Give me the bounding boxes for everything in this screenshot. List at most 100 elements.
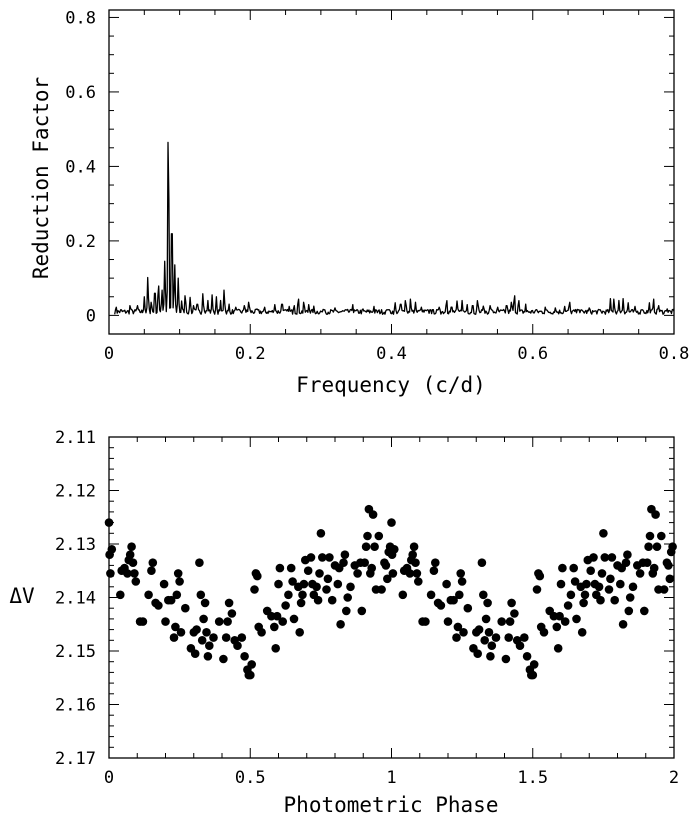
data-point (596, 595, 605, 605)
data-point (497, 617, 507, 626)
data-point (604, 585, 614, 594)
data-point (381, 561, 391, 570)
data-point (507, 598, 516, 608)
data-point (529, 660, 539, 669)
y-tick-label: 0.8 (65, 8, 96, 28)
data-point (130, 569, 139, 578)
y-tick-label: 2.13 (55, 535, 96, 555)
data-point (288, 577, 297, 586)
data-point (199, 614, 208, 624)
x-tick-label: 0.6 (517, 344, 548, 364)
x-tick-label: 1 (386, 768, 396, 788)
data-point (388, 569, 398, 578)
data-point (312, 582, 321, 592)
periodogram-curve (114, 141, 675, 315)
data-point (227, 609, 237, 618)
data-point (594, 582, 604, 592)
y-tick-label: 2.16 (55, 696, 96, 716)
data-point (346, 582, 355, 592)
phase-plot-x-tick-labels: 0 0.5 1 1.5 2 (104, 768, 679, 788)
data-point (221, 633, 231, 642)
data-point (570, 577, 580, 586)
data-point (555, 611, 564, 621)
data-point (214, 617, 224, 626)
data-point (628, 582, 638, 592)
data-point (589, 553, 598, 562)
data-point (353, 569, 362, 578)
phase-plot-panel: 0 0.5 1 1.5 2 2.11 2.12 2.13 2.14 2.15 2.16 2.17 P… (9, 428, 679, 817)
data-point (377, 585, 386, 594)
data-point (522, 652, 532, 661)
data-point (125, 550, 135, 559)
x-tick-label: 0 (104, 768, 114, 788)
data-point (486, 652, 495, 661)
x-tick-label: 1.5 (517, 768, 548, 788)
data-point (303, 566, 313, 575)
data-point (246, 670, 255, 680)
data-point (159, 579, 169, 589)
data-point (398, 590, 408, 600)
data-point (257, 628, 266, 637)
data-point (205, 641, 214, 650)
data-point (197, 636, 207, 645)
data-point (116, 590, 125, 600)
data-point (457, 577, 467, 586)
data-point (219, 654, 228, 664)
data-point (131, 577, 141, 586)
data-point (106, 569, 115, 578)
data-point (459, 628, 468, 637)
data-point (411, 558, 420, 567)
data-point (473, 649, 483, 658)
data-point (138, 617, 148, 626)
data-point (289, 614, 299, 624)
data-point (610, 595, 619, 605)
data-point (361, 542, 371, 551)
data-point (449, 595, 458, 605)
data-point (645, 531, 655, 541)
data-point (147, 566, 156, 575)
data-point (107, 545, 117, 554)
data-point (274, 579, 283, 589)
data-point (272, 611, 282, 621)
data-point (313, 595, 323, 605)
data-point (367, 563, 377, 573)
data-point (505, 617, 515, 626)
data-point (616, 579, 625, 589)
phase-plot-y-axis-title: ΔV (9, 584, 35, 608)
data-point (501, 654, 511, 664)
data-point (640, 606, 649, 616)
data-point (483, 598, 492, 608)
data-point (196, 590, 206, 600)
data-point (606, 574, 615, 584)
data-point (621, 558, 631, 567)
data-point (360, 558, 370, 567)
data-point (190, 649, 200, 658)
data-point (368, 510, 378, 519)
y-tick-label: 2.17 (55, 749, 96, 769)
data-point (442, 579, 451, 589)
data-point (599, 529, 608, 538)
data-point (452, 633, 461, 642)
data-point (607, 553, 617, 562)
data-point (528, 670, 538, 680)
data-point (455, 590, 464, 600)
data-point (237, 633, 247, 642)
data-point (652, 542, 662, 551)
data-point (582, 579, 591, 589)
data-point (322, 585, 331, 594)
data-point (479, 590, 488, 600)
phase-plot-points (104, 504, 677, 680)
data-point (520, 633, 529, 642)
data-point (623, 550, 632, 559)
data-point (657, 531, 666, 541)
x-tick-label: 2 (669, 768, 679, 788)
data-point (343, 593, 353, 602)
data-point (181, 603, 190, 613)
data-point (298, 590, 307, 600)
data-point (325, 553, 334, 562)
data-point (336, 620, 345, 629)
data-point (315, 569, 324, 578)
data-point (385, 542, 395, 551)
y-tick-label: 2.14 (55, 589, 96, 609)
